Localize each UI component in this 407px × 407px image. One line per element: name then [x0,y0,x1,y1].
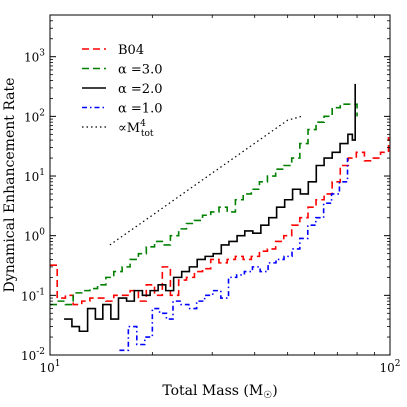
series-line-1 [50,103,358,306]
legend: B04 α =3.0 α =2.0 α =1.0 ∝M4 tot [82,43,162,139]
series-line-2 [64,83,356,333]
series-line-3 [119,158,349,352]
legend-label-4: ∝M4 tot [118,119,154,139]
legend-label-3: α =1.0 [118,102,162,117]
legend-label-0: B04 [118,43,144,58]
legend-label-2: α =2.0 [118,82,162,97]
series-line-0 [50,137,390,306]
series-layer [50,83,390,352]
y-axis-label: Dynamical Enhancement Rate [2,78,18,293]
legend-label-1: α =3.0 [118,63,162,78]
x-axis-label: Total Mass (M☉) [162,383,277,401]
